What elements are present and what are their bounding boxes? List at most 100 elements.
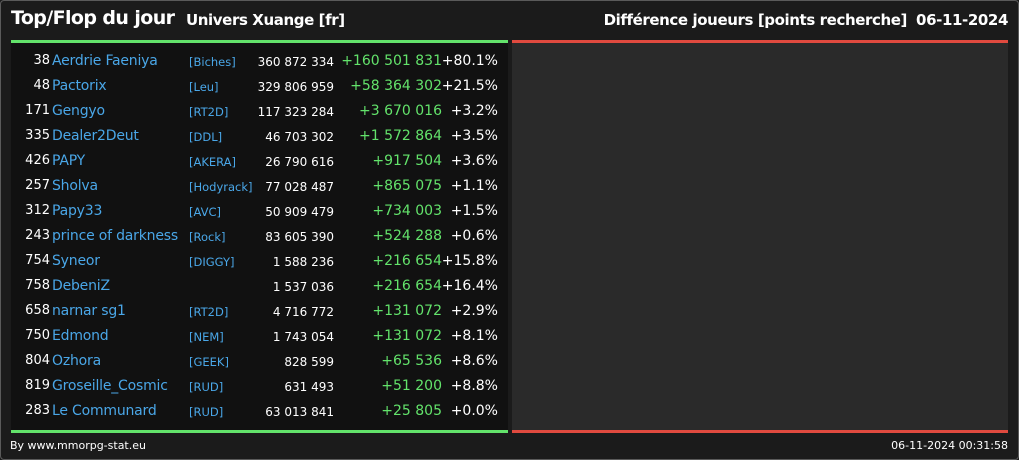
alliance-tag-link[interactable]: [AKERA] (189, 155, 237, 169)
gain-percent: +8.6% (450, 353, 498, 369)
alliance-tag-link[interactable]: [NEM] (189, 330, 224, 344)
player-name-link[interactable]: Gengyo (52, 103, 105, 119)
alliance-tag-link[interactable]: [GEEK] (189, 355, 229, 369)
table-row: 48 Pactorix [Leu] 329 806 959 +58 364 302 +21… (11, 75, 508, 100)
table-row: 171 Gengyo [RT2D] 117 323 284 +3 670 016 +3.2… (11, 100, 508, 125)
points-gain: +917 504 (372, 153, 442, 169)
alliance-tag-link[interactable]: [Biches] (189, 55, 236, 69)
player-rank: 758 (25, 278, 50, 293)
alliance-tag-link[interactable]: [RT2D] (189, 305, 229, 319)
top-list: 38 Aerdrie Faeniya [Biches] 360 872 334 +160… (11, 50, 508, 425)
player-name-link[interactable]: DebeniZ (52, 278, 110, 294)
table-row: 312 Papy33 [AVC] 50 909 479 +734 003 +1.5% (11, 200, 508, 225)
player-name-link[interactable]: Sholva (52, 178, 98, 194)
player-rank: 48 (33, 78, 50, 93)
player-rank: 426 (25, 153, 50, 168)
player-name-link[interactable]: narnar sg1 (52, 303, 126, 319)
gain-percent: +80.1% (441, 53, 498, 69)
player-name-link[interactable]: Syneor (52, 253, 100, 269)
player-rank: 804 (25, 353, 50, 368)
player-points: 77 028 487 (265, 180, 334, 194)
points-gain: +131 072 (372, 328, 442, 344)
player-name-link[interactable]: Pactorix (52, 78, 107, 94)
points-gain: +65 536 (381, 353, 442, 369)
table-row: 758 DebeniZ 1 537 036 +216 654 +16.4% (11, 275, 508, 300)
footer-credit: By www.mmorpg-stat.eu (10, 439, 146, 452)
alliance-tag-link[interactable]: [Rock] (189, 230, 226, 244)
alliance-tag-link[interactable]: [DDL] (189, 130, 223, 144)
table-row: 819 Groseille_Cosmic [RUD] 631 493 +51 200 +8… (11, 375, 508, 400)
points-gain: +160 501 831 (341, 53, 442, 69)
table-row: 38 Aerdrie Faeniya [Biches] 360 872 334 +160… (11, 50, 508, 75)
points-gain: +216 654 (372, 278, 442, 294)
table-row: 750 Edmond [NEM] 1 743 054 +131 072 +8.1% (11, 325, 508, 350)
player-points: 63 013 841 (265, 405, 334, 419)
player-points: 46 703 302 (265, 130, 334, 144)
flop-panel (512, 40, 1008, 433)
player-rank: 38 (33, 53, 50, 68)
table-row: 804 Ozhora [GEEK] 828 599 +65 536 +8.6% (11, 350, 508, 375)
player-points: 26 790 616 (265, 155, 334, 169)
points-gain: +1 572 864 (359, 128, 442, 144)
gain-percent: +21.5% (441, 78, 498, 94)
points-gain: +3 670 016 (359, 103, 442, 119)
gain-percent: +3.6% (450, 153, 498, 169)
player-points: 4 716 772 (272, 305, 334, 319)
table-row: 658 narnar sg1 [RT2D] 4 716 772 +131 072 +2.9… (11, 300, 508, 325)
points-gain: +131 072 (372, 303, 442, 319)
alliance-tag-link[interactable]: [RUD] (189, 380, 224, 394)
player-name-link[interactable]: Aerdrie Faeniya (52, 53, 158, 69)
player-name-link[interactable]: Papy33 (52, 203, 103, 219)
player-name-link[interactable]: Le Communard (52, 403, 157, 419)
player-rank: 312 (25, 203, 50, 218)
player-rank: 243 (25, 228, 50, 243)
player-points: 50 909 479 (265, 205, 334, 219)
alliance-tag-link[interactable]: [RUD] (189, 405, 224, 419)
alliance-tag-link[interactable]: [AVC] (189, 205, 222, 219)
gain-percent: +16.4% (441, 278, 498, 294)
player-points: 1 588 236 (272, 255, 334, 269)
points-gain: +734 003 (372, 203, 442, 219)
alliance-tag-link[interactable]: [Leu] (189, 80, 219, 94)
gain-percent: +1.5% (450, 203, 498, 219)
player-name-link[interactable]: Dealer2Deut (52, 128, 139, 144)
player-name-link[interactable]: Groseille_Cosmic (52, 378, 168, 394)
alliance-tag-link[interactable]: [DIGGY] (189, 255, 235, 269)
table-row: 257 Sholva [Hodyrack] 77 028 487 +865 075 +1.… (11, 175, 508, 200)
player-points: 631 493 (284, 380, 334, 394)
player-points: 117 323 284 (257, 105, 334, 119)
player-points: 1 743 054 (272, 330, 334, 344)
points-gain: +865 075 (372, 178, 442, 194)
player-name-link[interactable]: Edmond (52, 328, 109, 344)
table-row: 335 Dealer2Deut [DDL] 46 703 302 +1 572 864 +… (11, 125, 508, 150)
player-rank: 819 (25, 378, 50, 393)
table-row: 754 Syneor [DIGGY] 1 588 236 +216 654 +15.8% (11, 250, 508, 275)
player-rank: 257 (25, 178, 50, 193)
alliance-tag-link[interactable]: [RT2D] (189, 105, 229, 119)
points-gain: +524 288 (372, 228, 442, 244)
gain-percent: +1.1% (450, 178, 498, 194)
player-rank: 658 (25, 303, 50, 318)
page-title: Top/Flop du jour (11, 7, 175, 29)
gain-percent: +3.2% (450, 103, 498, 119)
gain-percent: +15.8% (441, 253, 498, 269)
player-name-link[interactable]: PAPY (52, 153, 86, 169)
player-name-link[interactable]: prince of darkness (52, 228, 178, 244)
table-row: 426 PAPY [AKERA] 26 790 616 +917 504 +3.6% (11, 150, 508, 175)
table-row: 243 prince of darkness [Rock] 83 605 390 +52… (11, 225, 508, 250)
player-rank: 750 (25, 328, 50, 343)
gain-percent: +2.9% (450, 303, 498, 319)
top-panel: 38 Aerdrie Faeniya [Biches] 360 872 334 +160… (11, 40, 508, 433)
player-name-link[interactable]: Ozhora (52, 353, 101, 369)
alliance-tag-link[interactable]: [Hodyrack] (189, 180, 253, 194)
points-gain: +216 654 (372, 253, 442, 269)
header-date: 06-11-2024 (916, 11, 1008, 29)
player-points: 360 872 334 (257, 55, 334, 69)
player-points: 83 605 390 (265, 230, 334, 244)
player-rank: 171 (25, 103, 50, 118)
table-row: 283 Le Communard [RUD] 63 013 841 +25 805 +0.… (11, 400, 508, 425)
gain-percent: +0.0% (450, 403, 498, 419)
gain-percent: +3.5% (450, 128, 498, 144)
player-points: 329 806 959 (257, 80, 334, 94)
player-points: 1 537 036 (272, 280, 334, 294)
